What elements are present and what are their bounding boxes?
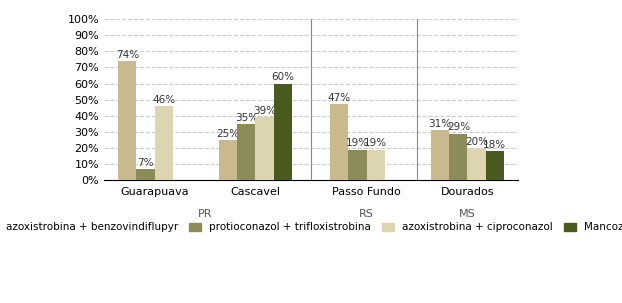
Text: 19%: 19%	[364, 138, 387, 148]
Text: 19%: 19%	[346, 138, 369, 148]
Text: PR: PR	[198, 209, 212, 219]
Legend: azoxistrobina + benzovindiflupyr, protioconazol + trifloxistrobina, azoxistrobin: azoxistrobina + benzovindiflupyr, protio…	[0, 218, 622, 236]
Text: 60%: 60%	[271, 72, 294, 82]
Bar	[118, 61, 136, 180]
Text: 29%: 29%	[447, 122, 470, 132]
Bar	[431, 130, 449, 180]
Text: 18%: 18%	[483, 140, 506, 150]
Bar	[155, 106, 173, 180]
Bar	[348, 150, 366, 180]
Text: 74%: 74%	[116, 50, 139, 60]
Bar	[136, 169, 155, 180]
Bar	[467, 148, 486, 180]
Bar	[449, 134, 467, 180]
Bar	[366, 150, 384, 180]
Text: 46%: 46%	[152, 95, 175, 105]
Text: 35%: 35%	[235, 112, 258, 122]
Text: 20%: 20%	[465, 137, 488, 147]
Bar	[238, 124, 256, 180]
Text: RS: RS	[359, 209, 374, 219]
Text: 47%: 47%	[328, 93, 351, 103]
Bar	[256, 117, 274, 180]
Bar	[330, 105, 348, 180]
Text: MS: MS	[459, 209, 476, 219]
Text: 7%: 7%	[137, 158, 154, 168]
Bar	[486, 151, 504, 180]
Bar	[219, 140, 238, 180]
Text: 39%: 39%	[253, 106, 276, 116]
Bar	[274, 84, 292, 180]
Text: 31%: 31%	[429, 119, 452, 129]
Text: 25%: 25%	[216, 129, 240, 139]
